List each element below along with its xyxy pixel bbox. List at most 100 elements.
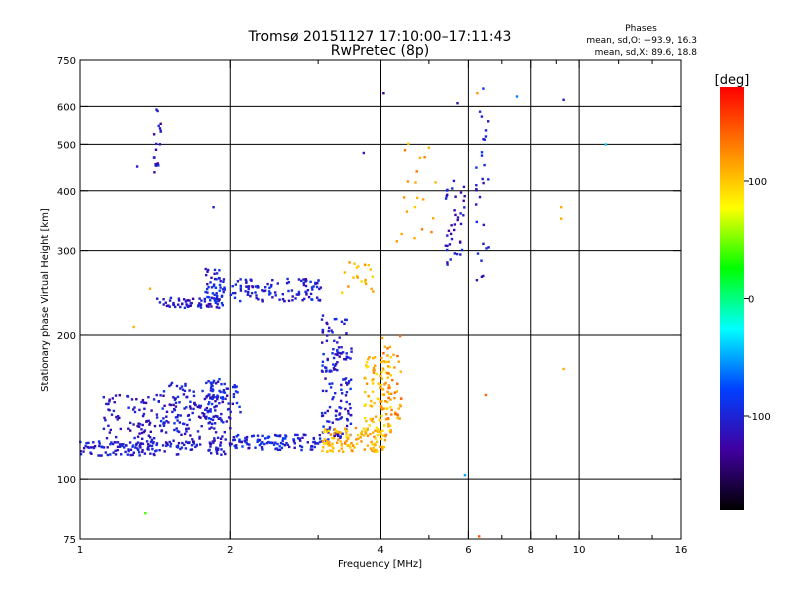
colorbar-tick-label: 100 [748,177,767,188]
data-point [116,415,120,418]
data-point [155,393,158,397]
data-point [207,296,211,299]
data-point [354,426,358,430]
data-point [111,397,114,400]
data-point [366,434,370,437]
data-point [381,429,384,432]
data-point [212,284,216,288]
data-point [305,293,308,296]
data-point [480,115,484,118]
data-point [220,453,223,456]
data-point [416,196,419,200]
data-point [152,398,156,401]
data-point [413,237,416,240]
data-point [263,442,266,446]
data-point [114,449,117,453]
data-point [162,303,165,306]
data-point [376,450,379,453]
data-point [396,416,399,420]
data-point [221,400,224,404]
data-point [141,399,145,402]
data-point [395,390,399,393]
data-point [318,440,322,444]
data-point [291,295,294,298]
data-point [342,378,345,381]
data-point [118,443,122,446]
data-point [278,435,281,438]
data-point [377,397,380,401]
data-point [111,442,115,446]
data-point [379,433,382,436]
data-point [478,110,482,113]
data-point [341,432,344,435]
data-point [325,339,329,342]
data-point [337,438,340,441]
data-point [369,268,372,271]
data-point [223,431,226,434]
data-point [235,401,239,405]
data-point [453,209,456,212]
data-point [333,434,336,437]
data-point [328,441,331,444]
data-point [245,441,248,444]
data-point [210,286,214,289]
data-point [341,392,344,395]
data-point [108,431,111,434]
data-point [141,423,144,427]
data-point [381,388,385,391]
data-point [324,439,328,442]
data-point [364,282,368,286]
data-point [174,305,177,309]
data-point [215,448,218,451]
data-point [380,371,383,374]
data-point [326,357,329,361]
data-point [199,306,203,309]
data-point [226,408,230,411]
data-point [212,415,215,419]
data-point [331,397,334,401]
data-point [386,400,389,404]
data-point [311,448,314,451]
data-point [336,353,339,357]
data-point [373,450,376,454]
data-point [398,417,401,420]
data-point [374,364,377,367]
data-point [285,442,288,445]
data-point [210,276,213,279]
data-point [364,278,367,282]
data-point [211,292,215,295]
data-point [334,414,338,417]
data-point [332,437,336,440]
data-point [271,279,274,282]
data-point [332,447,335,450]
data-point [278,448,282,451]
data-point [476,92,479,95]
data-point [386,365,390,368]
data-point [207,268,210,272]
data-point [224,438,227,441]
data-point [345,400,348,404]
x-tick-label: 10 [573,545,586,556]
data-point [190,444,194,447]
data-point [313,445,316,449]
data-point [104,451,107,454]
data-point [341,351,345,354]
data-point [260,446,264,449]
data-point [147,445,150,449]
data-point [212,394,215,397]
data-point [380,377,383,380]
data-point [143,452,147,455]
data-point [333,339,336,342]
data-point [135,165,139,168]
data-point [183,306,187,309]
data-point [256,434,260,437]
data-point [304,433,307,437]
data-point [176,415,179,419]
data-point [456,216,460,219]
data-point [388,365,391,369]
data-point [345,352,348,355]
data-point [147,434,150,437]
data-point [349,406,352,410]
data-point [251,435,254,438]
data-point [158,127,162,130]
